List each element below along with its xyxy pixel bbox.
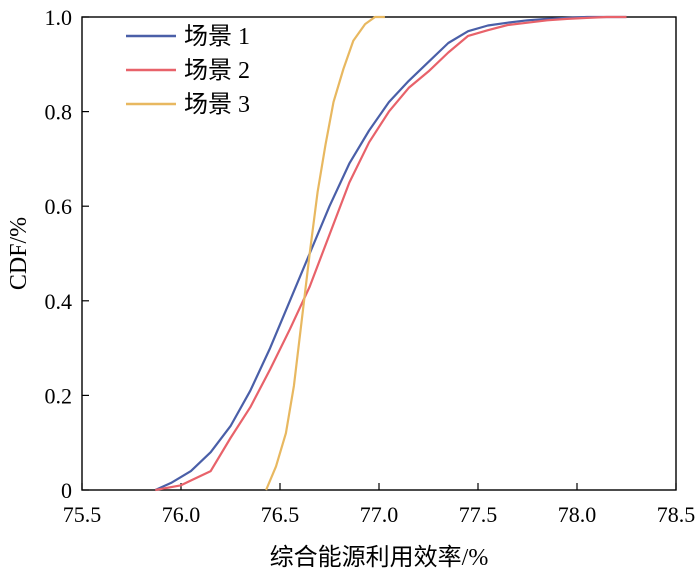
x-tick-label: 78.5 — [657, 502, 696, 527]
legend-label-3: 场景 3 — [184, 92, 250, 118]
y-tick-label: 1.0 — [45, 5, 73, 30]
y-tick-label: 0.6 — [45, 194, 73, 219]
y-tick-label: 0.8 — [45, 100, 73, 125]
x-tick-label: 75.5 — [63, 502, 102, 527]
plot-frame — [81, 16, 677, 491]
legend-label-2: 场景 2 — [184, 58, 250, 84]
plot-area — [81, 16, 677, 491]
x-tick-label: 76.0 — [162, 502, 201, 527]
series-line-3 — [265, 15, 385, 491]
series-line-1 — [154, 15, 627, 492]
series-layer — [154, 15, 627, 492]
y-axis-ticks: 0 0.2 0.4 0.6 0.8 1.0 — [45, 5, 89, 503]
x-tick-label: 78.0 — [558, 502, 597, 527]
x-tick-label: 77.5 — [459, 502, 498, 527]
legend: 场景 1 场景 2 场景 3 — [126, 24, 250, 118]
legend-label-1: 场景 1 — [184, 24, 250, 50]
y-tick-label: 0.2 — [45, 383, 73, 408]
y-tick-label: 0.4 — [45, 289, 73, 314]
series-line-2 — [155, 15, 627, 492]
x-axis-title: 综合能源利用效率/% — [270, 544, 489, 571]
y-tick-label: 0 — [61, 478, 72, 503]
x-axis-ticks: 75.5 76.0 76.5 77.0 77.5 78.0 78.5 — [63, 483, 696, 527]
x-tick-label: 77.0 — [360, 502, 399, 527]
x-tick-label: 76.5 — [261, 502, 300, 527]
y-axis-title: CDF/% — [6, 217, 32, 290]
